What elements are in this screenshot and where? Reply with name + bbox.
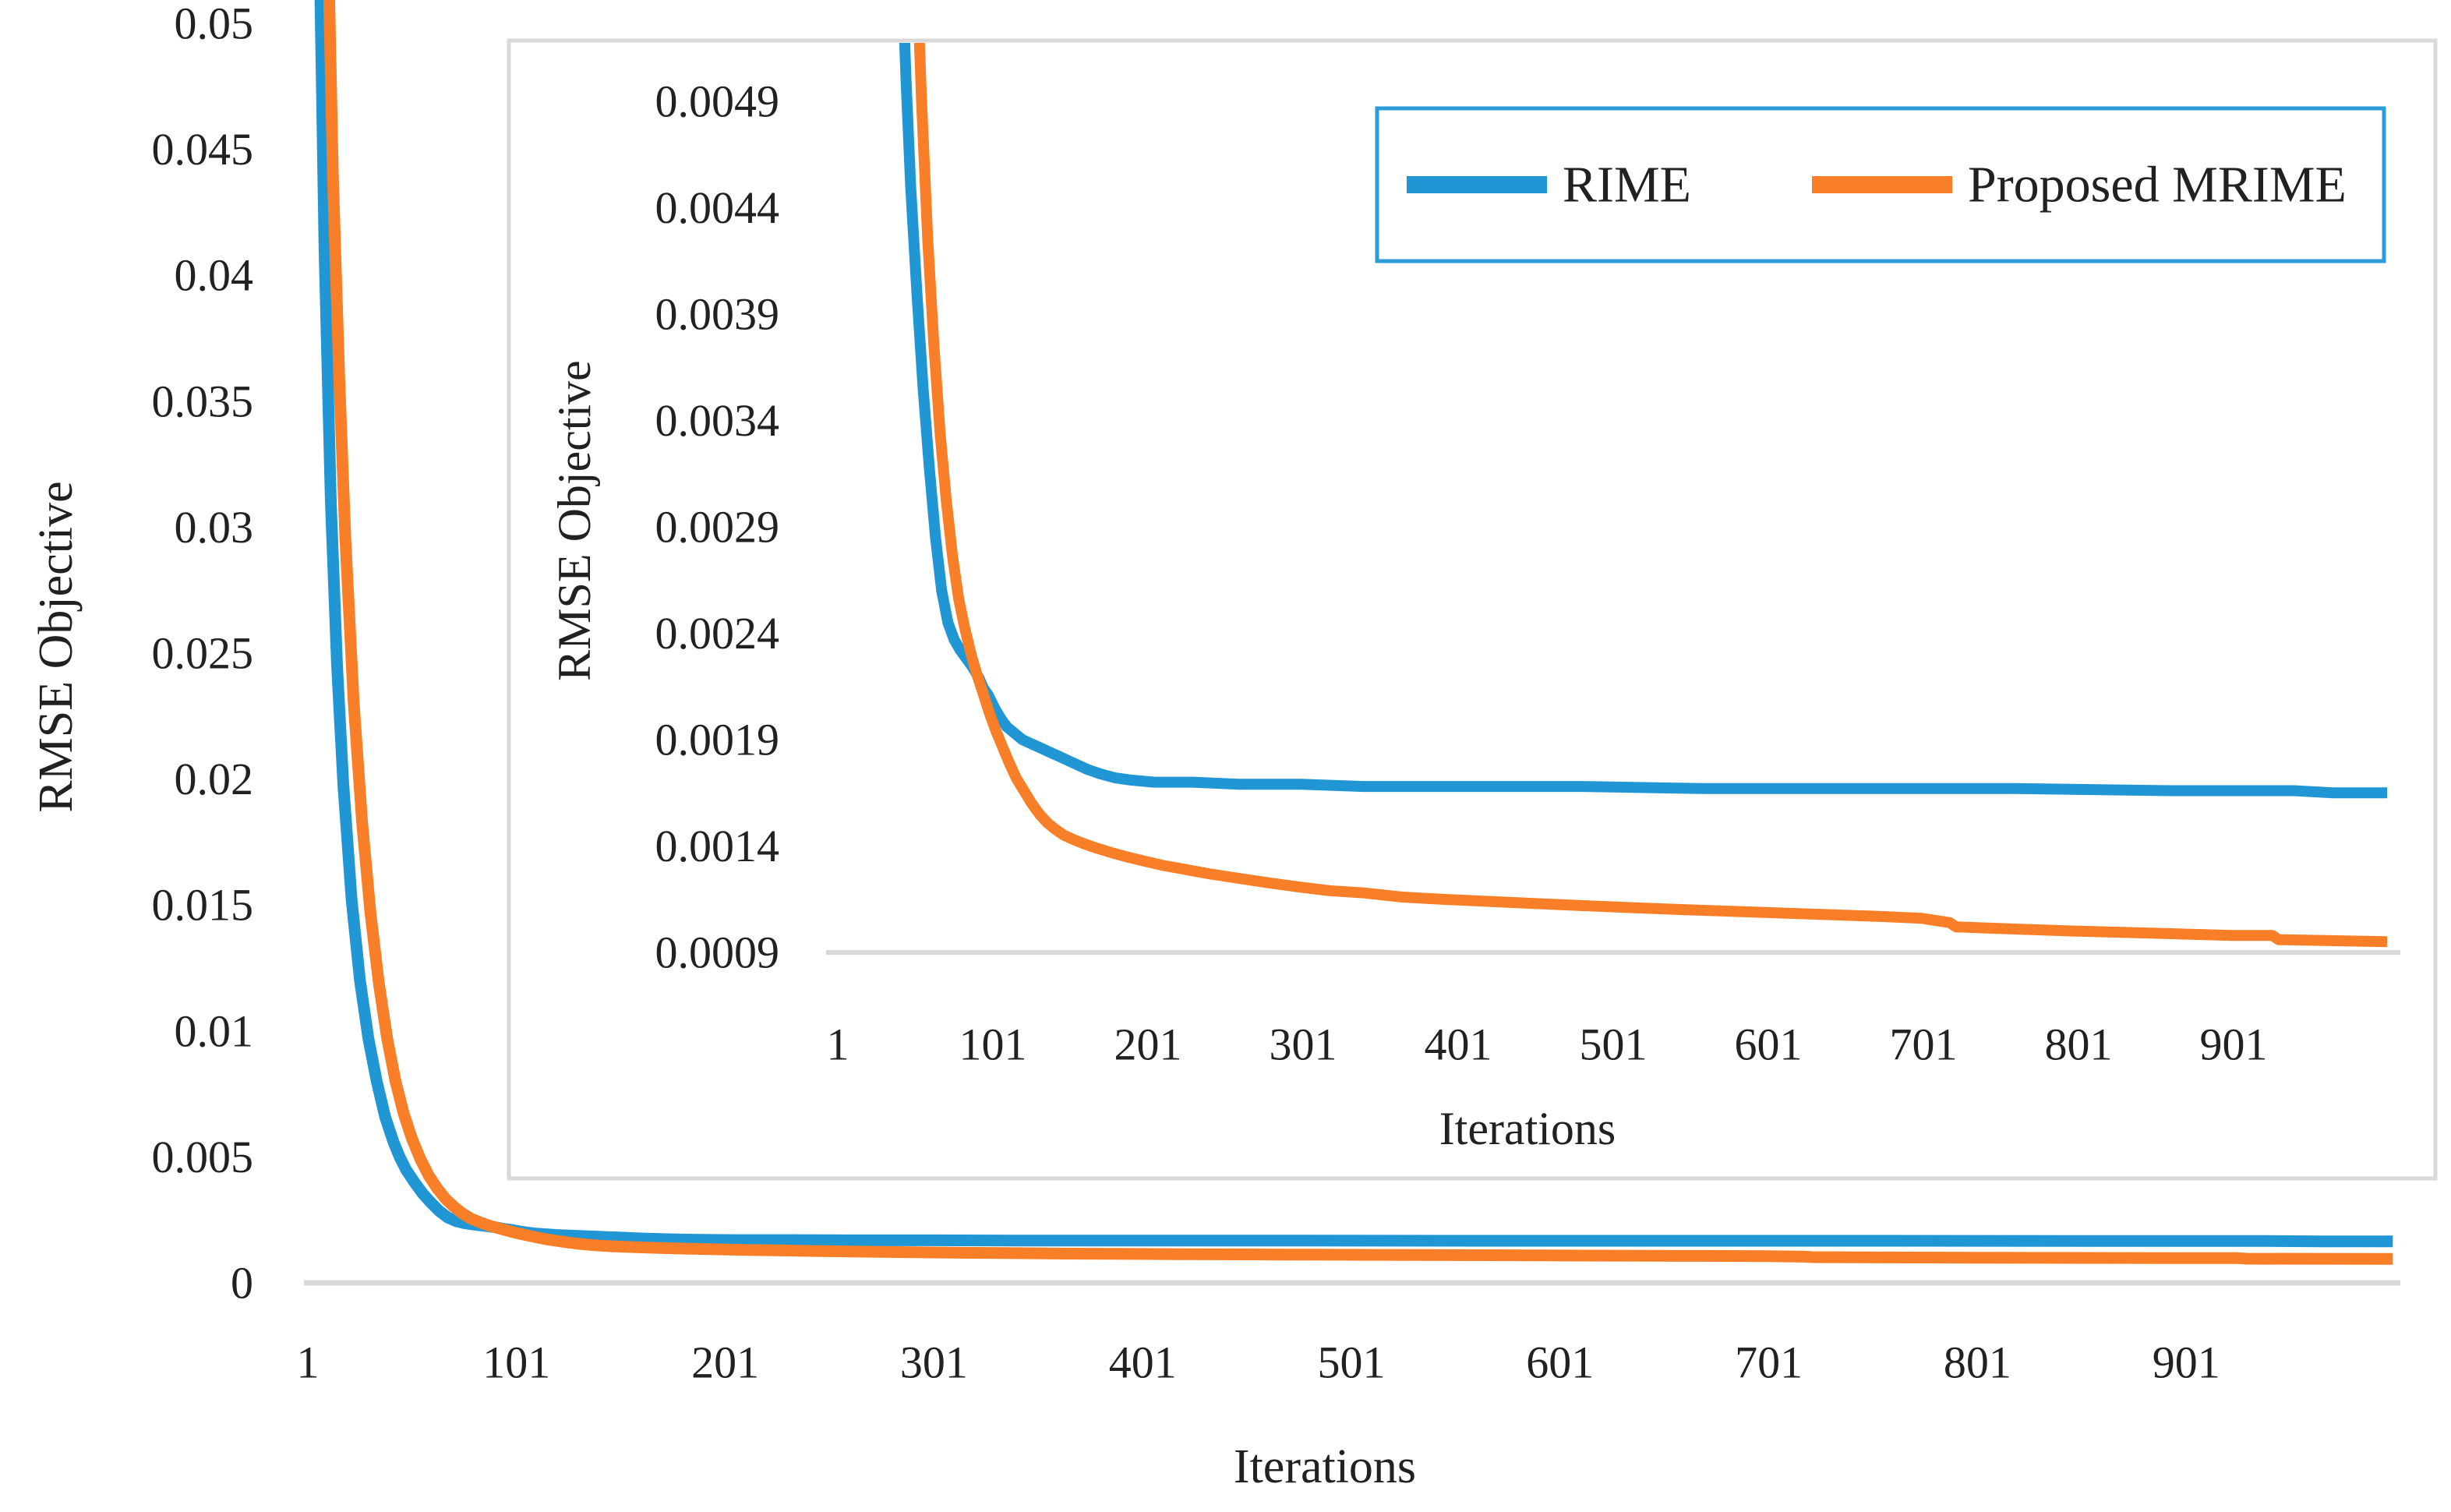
inset-y-tick-label: 0.0019 xyxy=(655,715,780,765)
main-x-axis-title: Iterations xyxy=(1234,1440,1416,1493)
inset-x-tick-label: 301 xyxy=(1270,1019,1337,1070)
main-y-tick-label: 0.025 xyxy=(152,628,254,679)
inset-x-tick-label: 901 xyxy=(2200,1019,2268,1070)
main-y-tick-label: 0.005 xyxy=(152,1132,254,1182)
main-y-tick-label: 0.015 xyxy=(152,880,254,931)
main-x-tick-label: 501 xyxy=(1318,1337,1386,1388)
main-series-line-proposed-mrime xyxy=(323,0,2393,1265)
legend-label-proposed-mrime: Proposed MRIME xyxy=(1968,157,2347,214)
inset-y-tick-label: 0.0024 xyxy=(655,608,780,659)
inset-series-group xyxy=(899,43,2388,948)
inset-x-tick-label: 101 xyxy=(959,1019,1027,1070)
main-x-tick-label: 101 xyxy=(482,1337,550,1388)
inset-y-tick-label: 0.0049 xyxy=(655,76,780,127)
inset-x-tick-label: 601 xyxy=(1735,1019,1803,1070)
main-y-tick-label: 0.02 xyxy=(175,754,254,804)
inset-x-tick-label: 401 xyxy=(1425,1019,1492,1070)
inset-y-tick-label: 0.0034 xyxy=(655,395,780,446)
legend: RIME Proposed MRIME xyxy=(1375,106,2386,263)
main-x-tick-label: 401 xyxy=(1109,1337,1177,1388)
main-y-tick-label: 0 xyxy=(231,1258,253,1309)
inset-y-tick-label: 0.0029 xyxy=(655,502,780,553)
main-y-tick-label: 0.03 xyxy=(175,502,254,553)
inset-y-tick-label: 0.0039 xyxy=(655,289,780,340)
inset-y-tick-label: 0.0044 xyxy=(655,182,780,233)
main-x-tick-label: 301 xyxy=(900,1337,968,1388)
main-y-tick-label: 0.05 xyxy=(175,0,254,49)
inset-series-line-proposed-mrime xyxy=(913,43,2388,948)
main-y-tick-label: 0.04 xyxy=(175,250,254,301)
inset-y-tick-labels: 0.0049 0.0044 0.0039 0.0034 0.0029 0.0024 0.00… xyxy=(655,76,780,978)
main-chart: 0.05 0.045 0.04 0.035 0.03 0.025 0.02 0.015 0.01… xyxy=(30,0,2400,1493)
main-series-group xyxy=(314,0,2393,1265)
legend-label-rime: RIME xyxy=(1563,157,1691,214)
inset-x-tick-label: 501 xyxy=(1580,1019,1648,1070)
main-y-tick-label: 0.01 xyxy=(175,1005,254,1056)
inset-x-axis-title: Iterations xyxy=(1439,1103,1616,1154)
inset-x-tick-label: 701 xyxy=(1890,1019,1958,1070)
main-x-tick-label: 1 xyxy=(297,1337,320,1388)
inset-y-tick-label: 0.0014 xyxy=(655,821,780,871)
main-y-tick-label: 0.045 xyxy=(152,124,254,175)
main-x-tick-label: 701 xyxy=(1735,1337,1803,1388)
main-y-axis-title: RMSE Objective xyxy=(30,481,83,812)
inset-x-tick-labels: 1 101 201 301 401 501 601 701 801 901 xyxy=(827,1019,2268,1070)
main-x-tick-label: 201 xyxy=(691,1337,759,1388)
main-y-tick-label: 0.035 xyxy=(152,376,254,426)
inset-y-tick-label: 0.0009 xyxy=(655,927,780,978)
main-x-tick-labels: 1 101 201 301 401 501 601 701 801 901 xyxy=(297,1337,2220,1388)
inset-x-tick-label: 801 xyxy=(2045,1019,2113,1070)
inset-x-tick-label: 201 xyxy=(1114,1019,1182,1070)
inset-y-axis-title: RMSE Objective xyxy=(549,360,600,681)
main-x-tick-label: 801 xyxy=(1944,1337,2011,1388)
main-x-tick-label: 901 xyxy=(2153,1337,2220,1388)
inset-x-tick-label: 1 xyxy=(827,1019,849,1070)
main-x-tick-label: 601 xyxy=(1526,1337,1594,1388)
main-y-tick-labels: 0.05 0.045 0.04 0.035 0.03 0.025 0.02 0.015 0.01… xyxy=(152,0,254,1309)
